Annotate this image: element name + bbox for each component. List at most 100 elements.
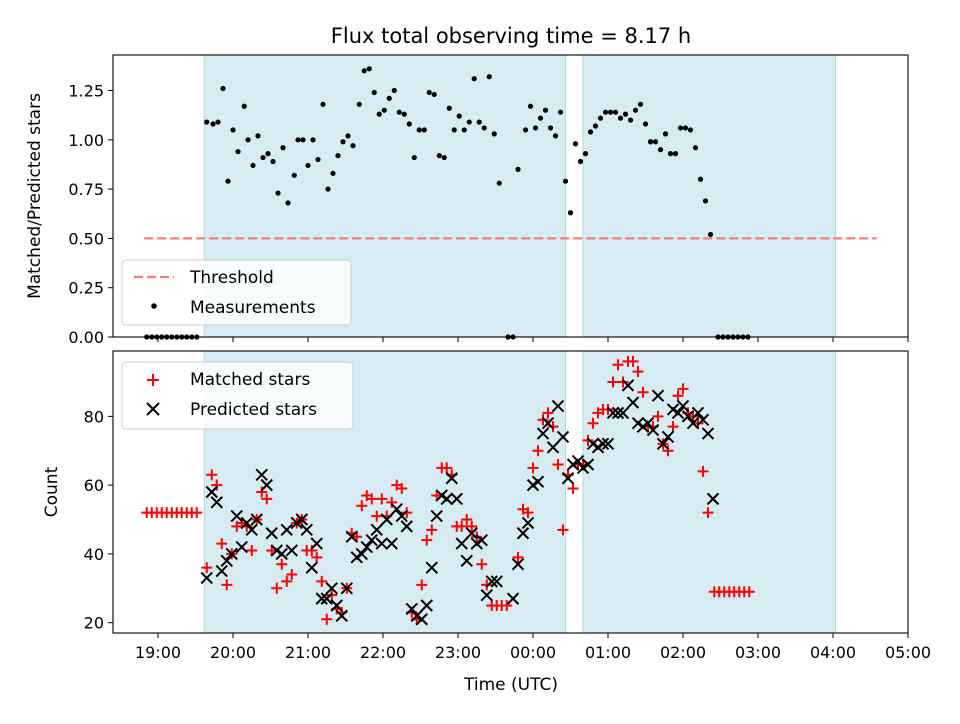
- measurement-point: [396, 109, 402, 115]
- measurement-point: [456, 113, 462, 119]
- measurement-point: [515, 166, 521, 172]
- measurement-point: [225, 178, 231, 184]
- predicted-star-marker: [330, 599, 343, 612]
- measurement-point: [466, 119, 472, 125]
- measurement-point: [441, 154, 447, 161]
- predicted-star-marker: [490, 575, 503, 588]
- measurement-point: [692, 145, 699, 151]
- measurement-point: [547, 125, 554, 131]
- measurement-point: [587, 129, 594, 135]
- matched-star-marker: [371, 510, 383, 522]
- top-ytick-label: 0.00: [68, 328, 104, 347]
- matched-star-marker: [191, 507, 203, 519]
- predicted-star-marker: [205, 485, 218, 499]
- matched-star-marker: [201, 562, 213, 574]
- predicted-star-marker: [240, 516, 253, 530]
- measurement-point: [275, 190, 281, 196]
- top-legend: Threshold Measurements: [121, 259, 352, 326]
- matched-star-marker: [376, 493, 388, 505]
- measurement-point: [361, 68, 367, 74]
- predicted-star-marker: [285, 544, 298, 557]
- measurement-point: [305, 162, 311, 169]
- predicted-star-marker: [641, 417, 655, 430]
- bottom-ytick-label: 80: [84, 407, 104, 426]
- predicted-star-marker: [480, 588, 493, 602]
- bottom-axis-ticks: 20 40 60 80 19:00 20:00 21:00 22:00 23:00 00:00 01…: [84, 407, 931, 662]
- predicted-star-marker: [380, 513, 393, 526]
- matched-legend-label: Matched stars: [190, 370, 310, 390]
- matched-star-marker: [211, 479, 223, 491]
- matched-star-marker: [512, 551, 524, 563]
- measurement-point: [687, 127, 694, 133]
- matched-star-marker: [662, 445, 674, 457]
- measurement-point: [697, 176, 704, 182]
- measurement-point: [642, 121, 649, 127]
- predicted-star-marker: [440, 492, 453, 506]
- measurement-point: [260, 154, 266, 161]
- predicted-star-marker: [651, 389, 665, 402]
- predicted-stars-points: [200, 379, 720, 626]
- matched-star-marker: [401, 507, 413, 519]
- measurement-point: [241, 103, 247, 109]
- bottom-xtick-label: 22:00: [360, 643, 406, 662]
- predicted-star-marker: [210, 496, 223, 509]
- predicted-star-marker: [646, 423, 660, 437]
- top-legend-box: [121, 259, 352, 326]
- measurement-point: [527, 103, 534, 109]
- predicted-star-marker: [250, 513, 263, 526]
- bottom-xtick-label: 19:00: [135, 643, 181, 662]
- measurement-point: [411, 154, 417, 161]
- predicted-star-marker: [596, 437, 610, 451]
- measurement-point: [461, 127, 467, 133]
- matched-star-marker: [672, 390, 684, 402]
- measurement-point: [335, 152, 341, 159]
- matched-star-marker: [677, 383, 689, 395]
- matched-star-marker: [537, 414, 549, 426]
- measurement-point: [532, 125, 539, 131]
- top-ylabel: Matched/Predicted stars: [25, 93, 45, 299]
- measurement-point: [657, 147, 664, 153]
- predicted-star-marker: [345, 530, 358, 543]
- measurement-point: [381, 107, 387, 113]
- predicted-star-marker: [691, 406, 705, 420]
- bottom-xtick-label: 21:00: [285, 643, 331, 662]
- threshold-legend-label: Threshold: [189, 268, 274, 288]
- predicted-star-marker: [280, 523, 293, 537]
- predicted-star-marker: [300, 523, 313, 537]
- predicted-star-marker: [390, 502, 403, 516]
- matched-star-marker: [602, 403, 614, 415]
- predicted-star-marker: [475, 533, 488, 547]
- measurements-legend-swatch: [151, 303, 157, 309]
- measurement-point: [436, 152, 442, 159]
- predicted-star-marker: [661, 430, 675, 444]
- measurement-point: [350, 143, 356, 149]
- matched-star-marker: [567, 483, 579, 495]
- predicted-star-marker: [425, 561, 438, 574]
- bottom-axes-frame: [112, 350, 909, 634]
- predicted-star-marker: [506, 592, 520, 605]
- matched-star-marker: [206, 469, 218, 481]
- bottom-legend-box: [121, 361, 354, 430]
- measurement-point: [562, 178, 569, 184]
- measurement-point: [481, 125, 487, 131]
- matched-star-marker: [396, 483, 408, 495]
- top-panel: 0.00 0.25 0.50 0.75 1.00 1.25 Matched/Predict…: [25, 54, 909, 347]
- bottom-ylabel: Count: [42, 466, 62, 517]
- measurement-point: [557, 109, 564, 115]
- measurement-point: [391, 87, 397, 94]
- predicted-star-marker: [676, 399, 690, 413]
- predicted-star-marker: [581, 458, 595, 471]
- predicted-star-marker: [606, 406, 620, 420]
- predicted-star-marker: [455, 537, 468, 550]
- measurement-point: [486, 74, 492, 80]
- measurement-point: [255, 133, 261, 139]
- matched-star-marker: [481, 579, 493, 591]
- measurement-point: [617, 115, 624, 121]
- matched-star-marker: [426, 524, 438, 536]
- matched-star-marker: [501, 599, 513, 611]
- observing-interval-band: [582, 54, 836, 338]
- measurement-point: [577, 158, 584, 165]
- matched-star-marker: [542, 407, 554, 419]
- measurement-point: [612, 109, 619, 115]
- measurement-point: [295, 137, 301, 143]
